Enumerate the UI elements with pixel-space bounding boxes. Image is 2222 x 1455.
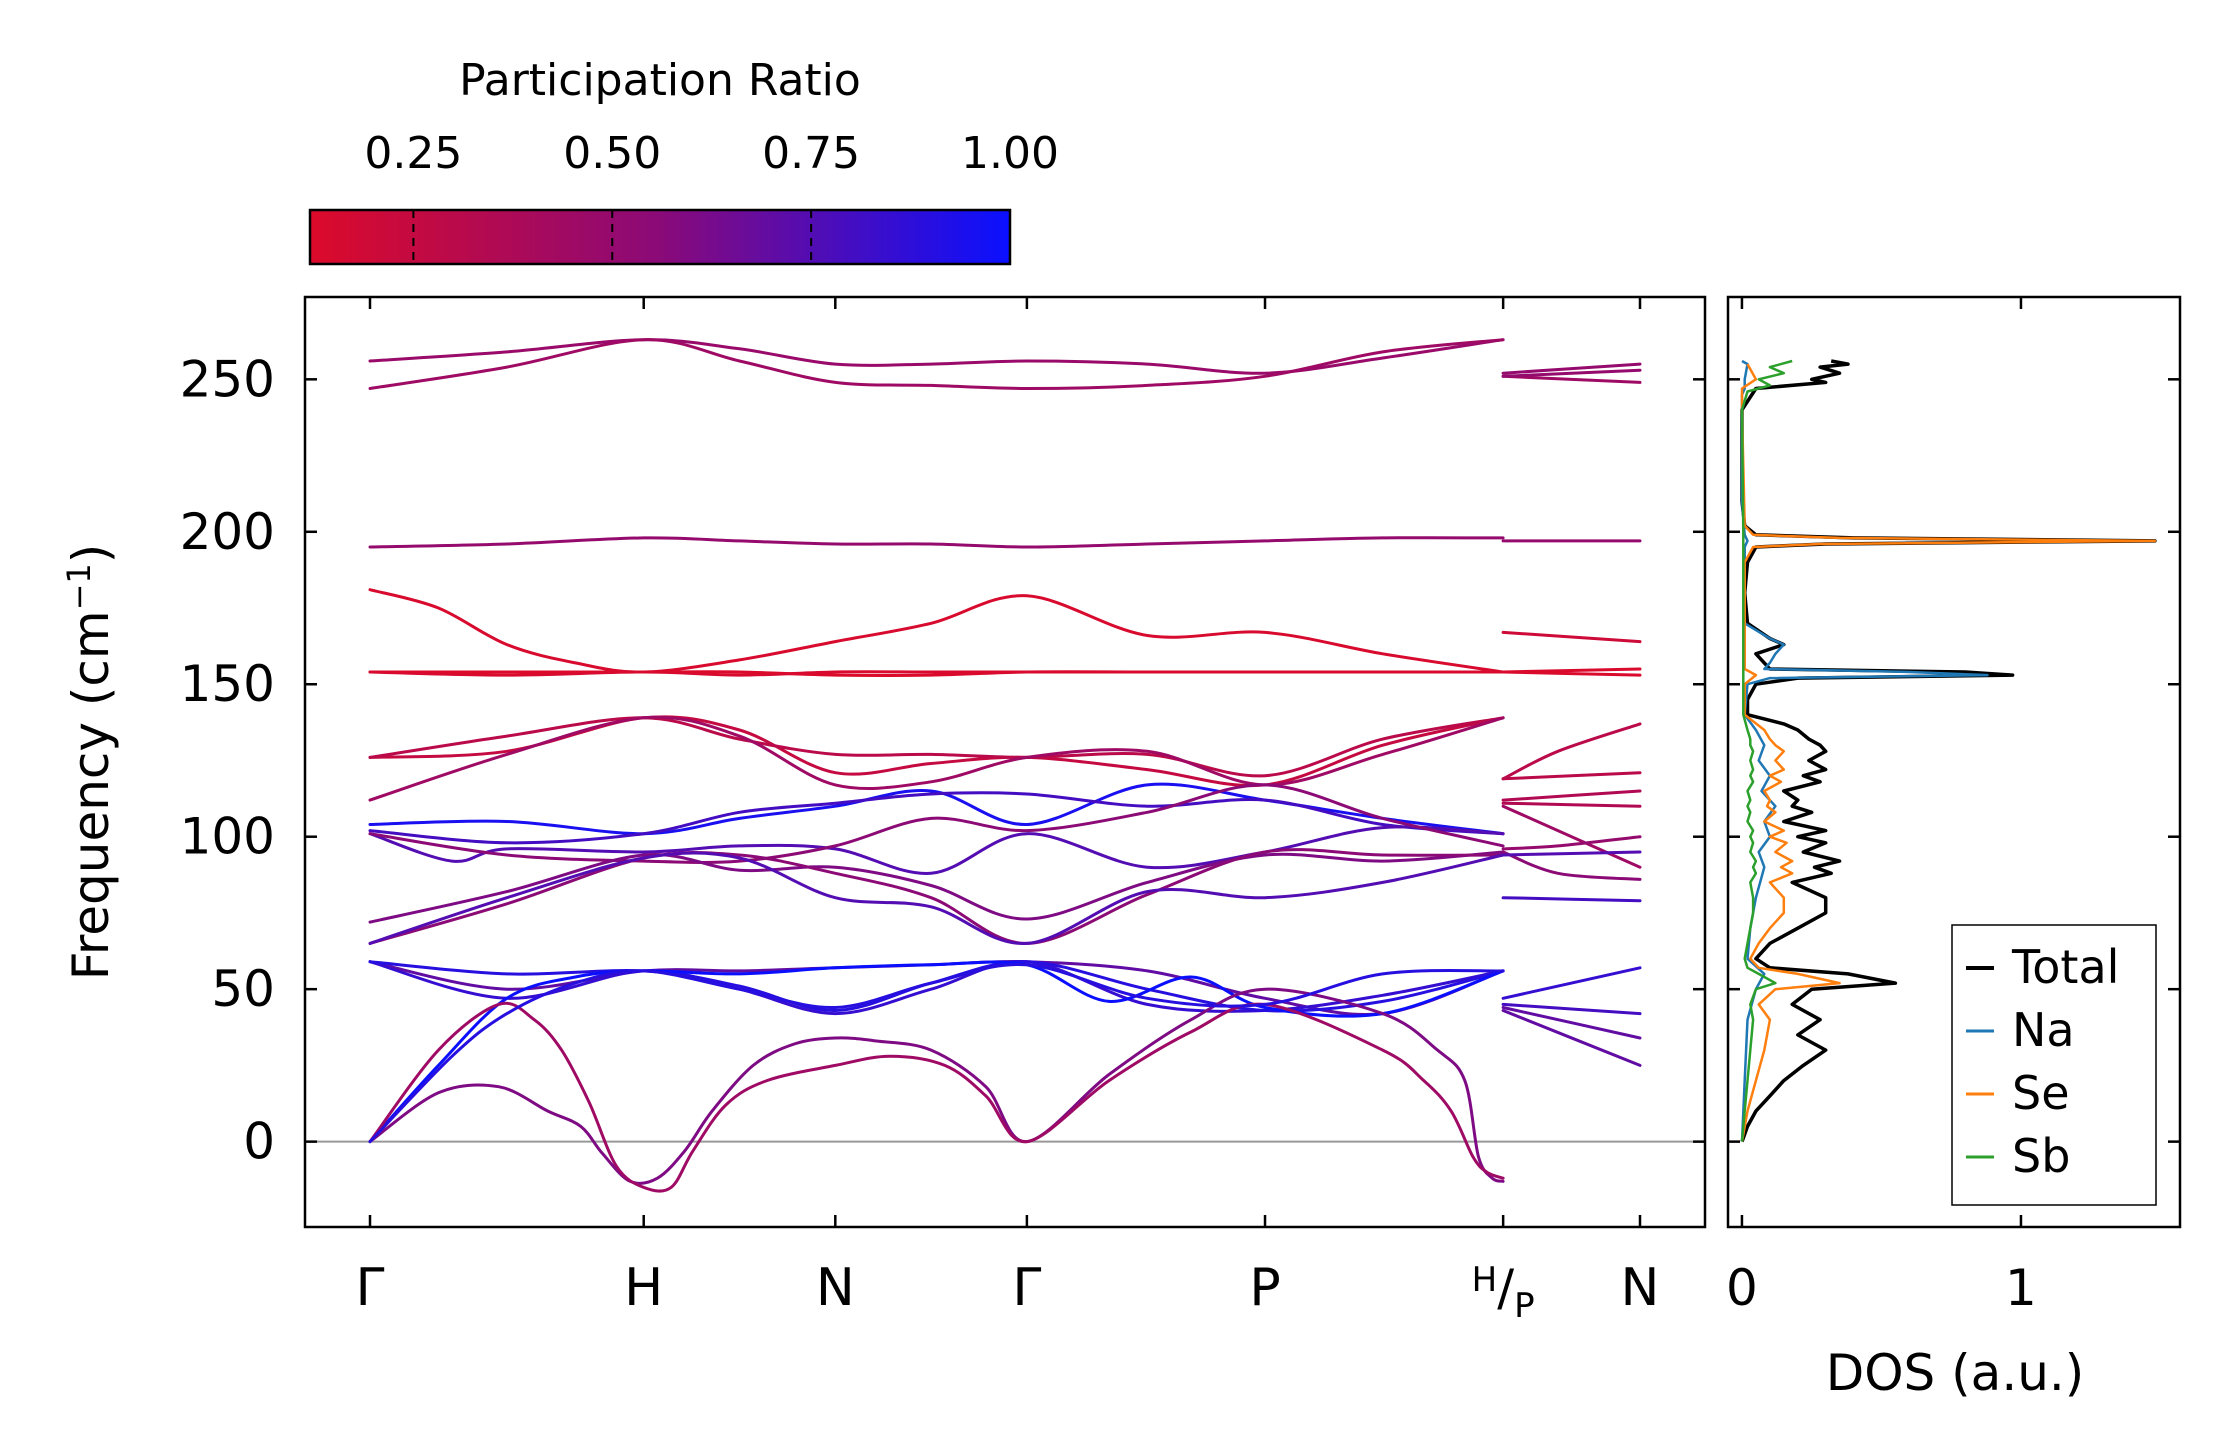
dos-line-se <box>1740 363 2157 1142</box>
phonon-band <box>1501 722 1642 781</box>
phonon-band <box>368 960 1505 1144</box>
phonon-band <box>1501 801 1642 808</box>
phonon-band <box>368 536 1505 549</box>
dos-axes-frame <box>1726 295 2182 1229</box>
dos-y-ticks <box>1728 378 2180 1143</box>
phonon-band <box>368 851 1505 945</box>
phonon-band <box>368 588 1505 674</box>
phonon-band <box>1501 789 1642 802</box>
y-tick-label: 100 <box>180 808 275 866</box>
k-label: P <box>1249 1258 1280 1318</box>
colorbar-tick-label: 1.00 <box>961 128 1059 179</box>
phonon-band <box>1501 896 1642 903</box>
phonon-band <box>368 338 1505 375</box>
band-y-ticks: 0 50 100 150 200 250 <box>180 350 1705 1171</box>
y-tick-label: 0 <box>243 1113 275 1171</box>
band-x-ticks: Γ H N Γ P H/P N <box>356 297 1660 1326</box>
phonon-band <box>1501 1006 1642 1040</box>
phonon-band <box>1501 670 1642 677</box>
phonon-band <box>368 715 1505 802</box>
k-label-split: H/P <box>1472 1259 1535 1326</box>
band-structure-panel: 0 50 100 150 200 250 Γ H N Γ P H/P N Frequency (cm−… <box>60 295 1707 1326</box>
dos-x-tick-label: 0 <box>1726 1259 1758 1317</box>
phonon-band <box>1501 374 1642 384</box>
phonon-band <box>1501 630 1642 644</box>
colorbar-tick-label: 0.75 <box>762 128 860 179</box>
phonon-band <box>1501 362 1642 375</box>
colorbar-title: Participation Ratio <box>459 55 861 106</box>
phonon-band <box>368 338 1505 390</box>
colorbar-tick-label: 0.25 <box>364 128 462 179</box>
k-label: Γ <box>1012 1258 1041 1318</box>
phonon-band <box>1501 1002 1642 1016</box>
phonon-band <box>368 783 1505 864</box>
phonon-band <box>1501 804 1642 869</box>
phonon-band <box>368 825 1505 875</box>
phonon-band <box>1501 835 1642 851</box>
phonon-band <box>368 987 1505 1185</box>
colorbar-tick-label: 0.50 <box>563 128 661 179</box>
k-label: H <box>624 1258 663 1318</box>
dos-line-sb <box>1740 359 1793 1142</box>
legend-label: Sb <box>2012 1129 2070 1183</box>
colorbar-tick-labels: 0.25 0.50 0.75 1.00 <box>364 128 1059 179</box>
k-label: N <box>816 1258 855 1318</box>
phonon-band <box>368 850 1505 924</box>
phonon-band <box>368 791 1505 845</box>
dos-line-na <box>1740 359 1989 1142</box>
phonon-band <box>368 962 1505 1144</box>
phonon-band <box>368 848 1505 945</box>
y-tick-label: 50 <box>211 960 275 1018</box>
k-label: N <box>1621 1258 1660 1318</box>
phonon-band <box>368 960 1505 1016</box>
k-label: Γ <box>356 1258 385 1318</box>
phonon-band <box>368 1001 1505 1193</box>
phonon-band <box>1501 966 1642 1000</box>
band-axes-frame <box>303 295 1707 1229</box>
phonon-band <box>368 782 1505 836</box>
phonon-band <box>1501 850 1642 857</box>
y-axis-label: Frequency (cm−1) <box>60 544 120 981</box>
colorbar-ticks <box>412 210 813 264</box>
dos-legend: Total Na Se Sb <box>1951 924 2157 1206</box>
phonon-band <box>1501 850 1642 881</box>
phonon-band <box>368 670 1505 677</box>
phonon-band <box>368 716 1505 778</box>
legend-label: Total <box>2011 940 2119 994</box>
legend-label: Se <box>2012 1066 2070 1120</box>
phonon-band <box>1501 368 1642 378</box>
colorbar-gradient <box>308 208 1012 266</box>
y-tick-label: 200 <box>180 503 275 561</box>
phonon-band <box>1501 771 1642 781</box>
y-tick-label: 150 <box>180 655 275 713</box>
phonon-band <box>368 715 1505 788</box>
dos-x-tick-label: 1 <box>2005 1259 2037 1317</box>
phonon-band <box>1501 1009 1642 1067</box>
band-lines <box>305 338 1705 1193</box>
legend-label: Na <box>2012 1003 2075 1057</box>
colorbar: Participation Ratio 0.25 0.50 0.75 1.00 <box>308 55 1059 266</box>
y-tick-label: 250 <box>180 350 275 408</box>
dos-lines <box>1740 359 2157 1143</box>
dos-x-axis-label: DOS (a.u.) <box>1826 1344 2085 1402</box>
